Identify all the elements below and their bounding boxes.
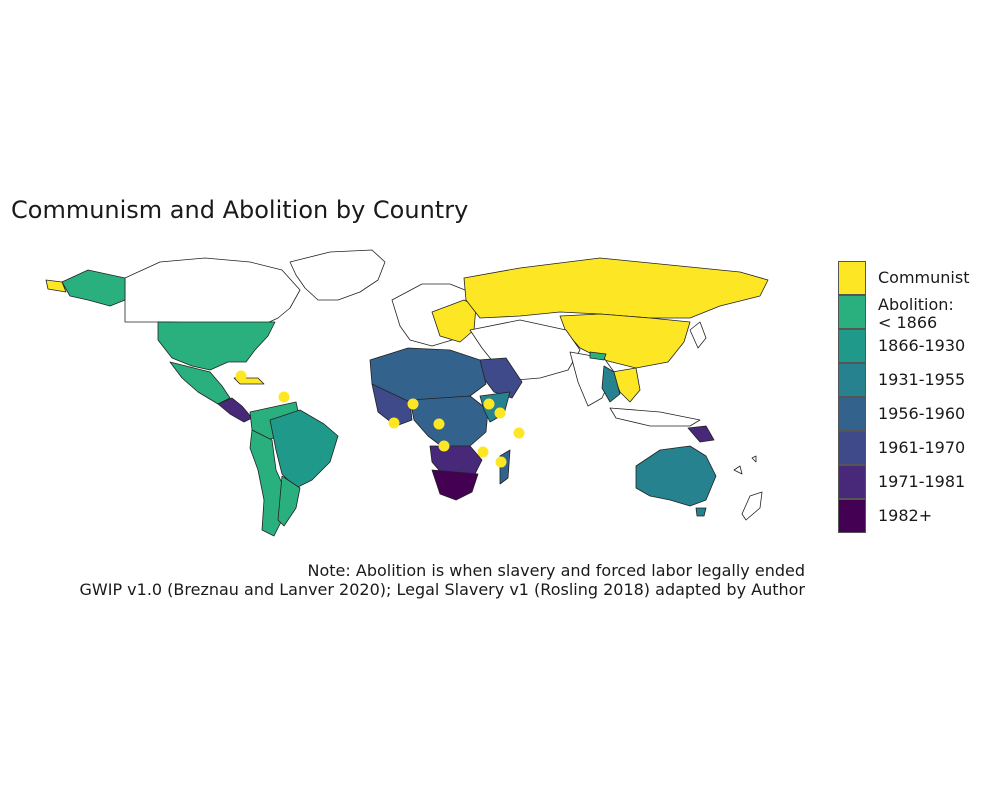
legend-swatch	[838, 295, 866, 329]
legend-item: 1956-1960	[838, 397, 998, 431]
region-indonesia	[609, 407, 701, 427]
legend-item: 1982+	[838, 499, 998, 533]
legend-item: 1961-1970	[838, 431, 998, 465]
legend-item: 1971-1981	[838, 465, 998, 499]
region-central-america	[217, 397, 253, 423]
legend-label: 1982+	[878, 506, 933, 525]
region-tasmania	[695, 507, 707, 517]
region-alaska	[61, 269, 126, 307]
region-west-africa	[371, 383, 413, 427]
legend-swatch	[838, 397, 866, 431]
legend-item: 1866-1930	[838, 329, 998, 363]
region-canada	[124, 257, 301, 325]
marker-dot	[438, 440, 450, 452]
legend-label: 1866-1930	[878, 336, 966, 355]
legend-item: Abolition: < 1866	[838, 295, 998, 332]
marker-dot	[433, 418, 445, 430]
legend-swatch	[838, 499, 866, 533]
marker-dot	[278, 391, 290, 403]
marker-dot	[388, 417, 400, 429]
region-sa-west	[249, 429, 287, 537]
map-title: Communism and Abolition by Country	[11, 196, 469, 224]
legend-label: 1971-1981	[878, 472, 966, 491]
map-source: GWIP v1.0 (Breznau and Lanver 2020); Leg…	[79, 580, 806, 599]
marker-dot	[494, 407, 506, 419]
region-se-asia	[601, 365, 621, 403]
region-mexico	[169, 361, 231, 405]
legend-swatch	[838, 261, 866, 295]
region-greenland	[289, 249, 386, 301]
legend-label: 1931-1955	[878, 370, 966, 389]
region-australia	[635, 445, 717, 507]
region-japan	[689, 321, 707, 349]
region-southern-africa	[431, 469, 479, 501]
legend-item: 1931-1955	[838, 363, 998, 397]
region-russia	[463, 257, 769, 319]
region-pacific-islands	[733, 455, 757, 475]
legend-item: Communist	[838, 261, 998, 295]
legend-label: 1956-1960	[878, 404, 966, 423]
map-note: Note: Abolition is when slavery and forc…	[307, 561, 805, 580]
marker-dot	[235, 370, 247, 382]
region-east-tip	[45, 279, 67, 293]
region-brazil	[269, 409, 339, 489]
legend-swatch	[838, 431, 866, 465]
region-nepal	[589, 351, 607, 361]
marker-dot	[407, 398, 419, 410]
region-papua	[687, 425, 715, 443]
legend-label: Communist	[878, 268, 970, 287]
marker-dot	[483, 398, 495, 410]
marker-dot	[513, 427, 525, 439]
legend-swatch	[838, 329, 866, 363]
legend-swatch	[838, 363, 866, 397]
region-new-zealand	[741, 491, 763, 521]
region-sa-south	[277, 475, 301, 527]
region-central-africa	[409, 395, 489, 449]
legend: Communist Abolition: < 1866 1866-1930 1931-1…	[838, 261, 998, 533]
legend-label: 1961-1970	[878, 438, 966, 457]
legend-swatch	[838, 465, 866, 499]
region-usa	[157, 321, 276, 371]
marker-dot	[495, 456, 507, 468]
marker-dot	[477, 446, 489, 458]
legend-label: Abolition: < 1866	[878, 295, 954, 332]
